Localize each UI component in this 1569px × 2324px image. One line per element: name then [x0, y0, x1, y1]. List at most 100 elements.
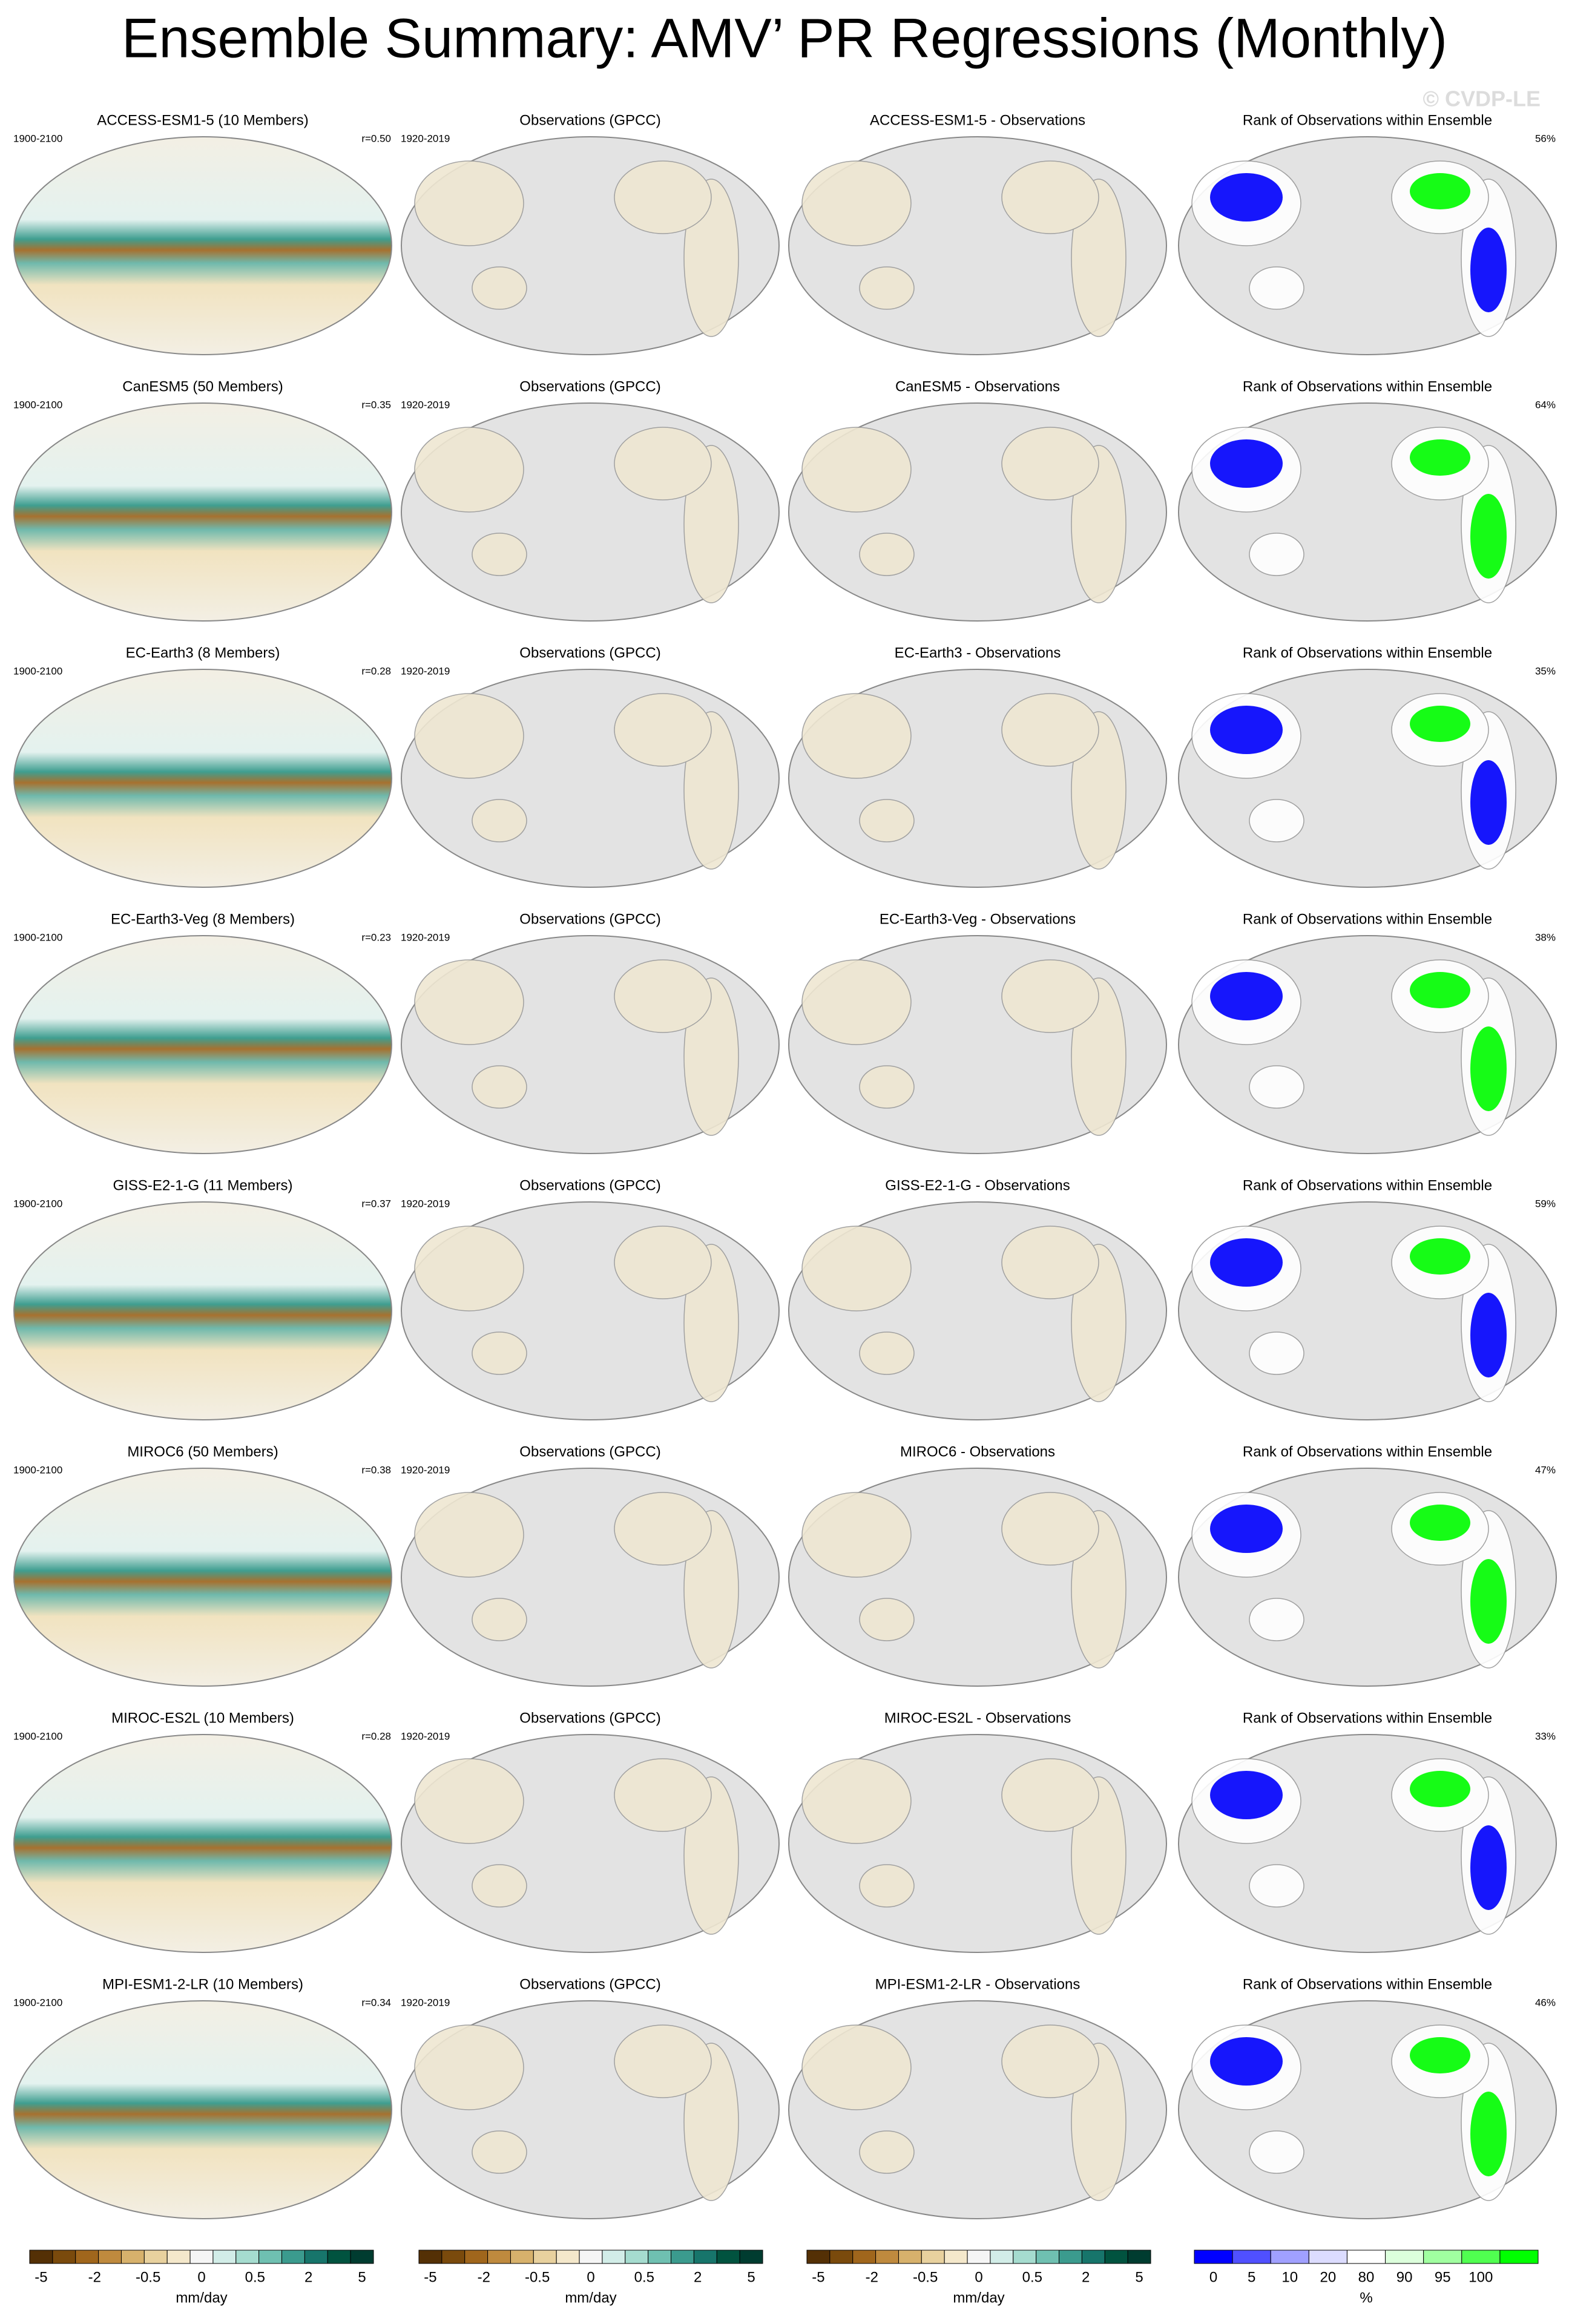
colorbar-box — [29, 2250, 53, 2264]
colorbar-box — [693, 2250, 717, 2264]
colorbar-box — [1346, 2250, 1386, 2264]
continent — [614, 427, 712, 501]
colorbar-box — [189, 2250, 214, 2264]
rank-percent: 59% — [1535, 1198, 1556, 1209]
continent — [472, 1331, 527, 1375]
colorbar-box — [441, 2250, 465, 2264]
land — [1191, 2024, 1516, 2201]
rank-patch — [1210, 2037, 1283, 2086]
continent — [1001, 1758, 1099, 1832]
rank-patch — [1470, 1825, 1507, 1910]
colorbar-label: 0.5 — [1022, 2269, 1042, 2285]
rank-patch — [1410, 439, 1470, 476]
continent — [472, 1065, 527, 1109]
continent — [414, 1226, 524, 1311]
colorbar-box — [898, 2250, 922, 2264]
colorbar-box — [327, 2250, 351, 2264]
continent — [801, 1492, 912, 1578]
panel-title: Observations (GPCC) — [519, 645, 660, 661]
pattern-correlation: r=0.50 — [361, 133, 391, 144]
panel-title: MPI-ESM1-2-LR - Observations — [875, 1976, 1081, 1992]
rank-patch — [1210, 439, 1283, 488]
continent — [614, 1492, 712, 1566]
map-panel — [13, 2000, 392, 2219]
panel-title: Observations (GPCC) — [519, 112, 660, 128]
continent — [414, 2024, 524, 2110]
land — [801, 1758, 1127, 1935]
continent — [1249, 1864, 1304, 1908]
colorbar-label: 2 — [304, 2269, 312, 2285]
continent — [1001, 2024, 1099, 2098]
rank-patch — [1210, 1238, 1283, 1287]
map-panel — [13, 402, 392, 622]
continent — [859, 266, 915, 310]
map-panel — [13, 935, 392, 1154]
continent — [414, 959, 524, 1045]
panel-title: Rank of Observations within Ensemble — [1243, 1177, 1492, 1193]
rank-patch — [1470, 494, 1507, 579]
panel-title: ACCESS-ESM1-5 (10 Members) — [97, 112, 308, 128]
colorbar-label: 95 — [1435, 2269, 1451, 2285]
land — [801, 427, 1127, 603]
panel-title: CanESM5 - Observations — [895, 378, 1060, 395]
pattern-correlation: r=0.38 — [361, 1464, 391, 1475]
colorbar-box — [852, 2250, 877, 2264]
colorbar-box — [464, 2250, 488, 2264]
period-label: 1920-2019 — [401, 1730, 450, 1742]
rank-patch — [1470, 1026, 1507, 1111]
period-label: 1900-2100 — [13, 1198, 62, 1209]
colorbar-box — [1270, 2250, 1309, 2264]
continent — [1001, 1226, 1099, 1299]
period-label: 1920-2019 — [401, 399, 450, 410]
rank-patch — [1210, 1771, 1283, 1819]
continent — [801, 2024, 912, 2110]
rank-patch — [1210, 972, 1283, 1020]
colorbar-box — [716, 2250, 740, 2264]
colorbar-box — [304, 2250, 328, 2264]
continent — [414, 160, 524, 246]
continent — [1001, 427, 1099, 501]
period-label: 1920-2019 — [401, 133, 450, 144]
rank-percent: 56% — [1535, 133, 1556, 144]
colorbar-label: -2 — [866, 2269, 878, 2285]
period-label: 1900-2100 — [13, 133, 62, 144]
period-label: 1900-2100 — [13, 1730, 62, 1742]
colorbar-box — [1081, 2250, 1105, 2264]
colorbar-label: -2 — [88, 2269, 101, 2285]
colorbar-box — [1385, 2250, 1424, 2264]
continent — [801, 1758, 912, 1844]
continent — [414, 693, 524, 779]
panel-title: Rank of Observations within Ensemble — [1243, 1710, 1492, 1726]
continent — [1001, 160, 1099, 234]
colorbar-label: -0.5 — [525, 2269, 550, 2285]
continent — [859, 1065, 915, 1109]
panel-title: Observations (GPCC) — [519, 1177, 660, 1193]
period-label: 1920-2019 — [401, 665, 450, 677]
map-panel — [13, 1468, 392, 1687]
land — [414, 427, 739, 603]
continent — [472, 1598, 527, 1641]
continent — [859, 1864, 915, 1908]
rank-percent: 33% — [1535, 1730, 1556, 1742]
continent — [801, 959, 912, 1045]
pattern-correlation: r=0.28 — [361, 665, 391, 677]
land — [414, 1758, 739, 1935]
colorbar-label: 5 — [358, 2269, 366, 2285]
colorbar-box — [739, 2250, 763, 2264]
continent — [1001, 959, 1099, 1033]
rank-patch — [1410, 972, 1470, 1008]
period-label: 1900-2100 — [13, 665, 62, 677]
rank-patch — [1210, 706, 1283, 754]
colorbar-box — [212, 2250, 237, 2264]
colorbar-box — [52, 2250, 76, 2264]
rank-patch — [1210, 1505, 1283, 1553]
rank-patch — [1470, 760, 1507, 845]
colorbar-box — [1104, 2250, 1128, 2264]
colorbar-box — [1036, 2250, 1060, 2264]
continent — [614, 1758, 712, 1832]
colorbar-label: 5 — [747, 2269, 755, 2285]
colorbar-label: -0.5 — [913, 2269, 938, 2285]
rank-patch — [1410, 1771, 1470, 1807]
